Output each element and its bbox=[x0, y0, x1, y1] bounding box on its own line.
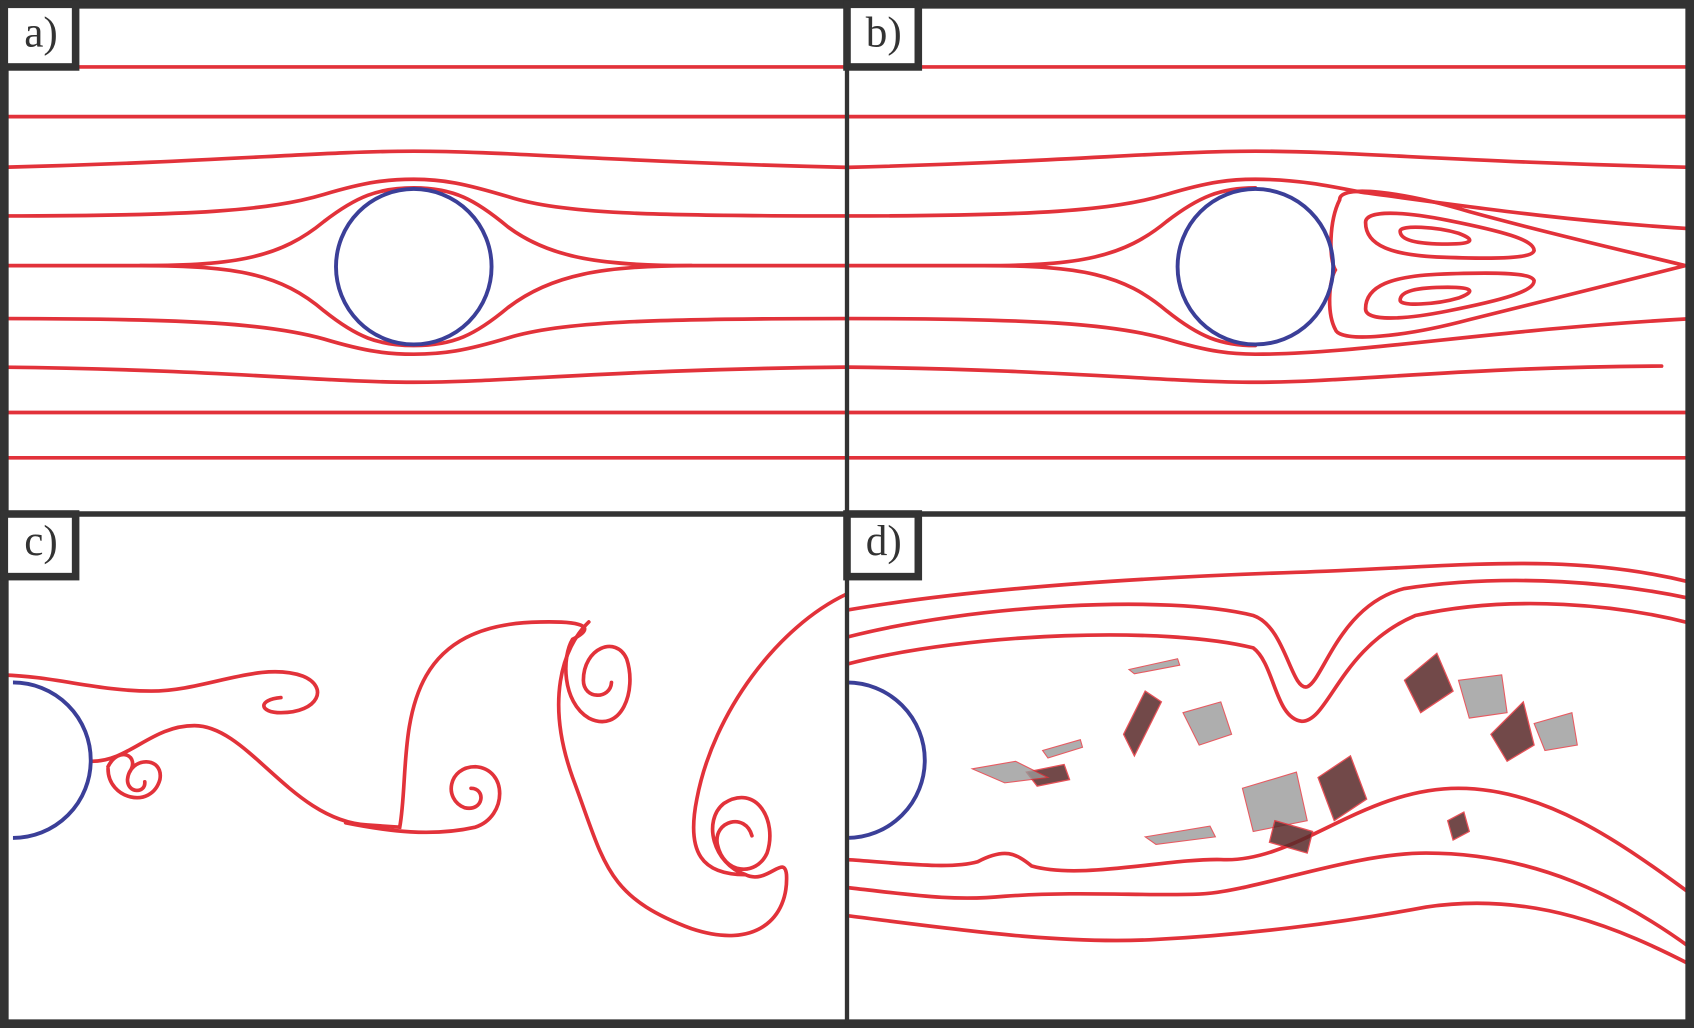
label-box bbox=[843, 0, 923, 71]
label-box bbox=[0, 0, 80, 71]
panel-d bbox=[847, 561, 1690, 967]
panel-label: b) bbox=[866, 10, 902, 57]
panel-c bbox=[4, 592, 847, 938]
panel-b bbox=[847, 65, 1690, 460]
panel-label: d) bbox=[866, 518, 902, 565]
panel-label: c) bbox=[24, 518, 58, 565]
label-box bbox=[843, 510, 923, 581]
panel-label: a) bbox=[24, 10, 58, 57]
panel-a bbox=[4, 65, 847, 460]
label-box bbox=[0, 510, 80, 581]
